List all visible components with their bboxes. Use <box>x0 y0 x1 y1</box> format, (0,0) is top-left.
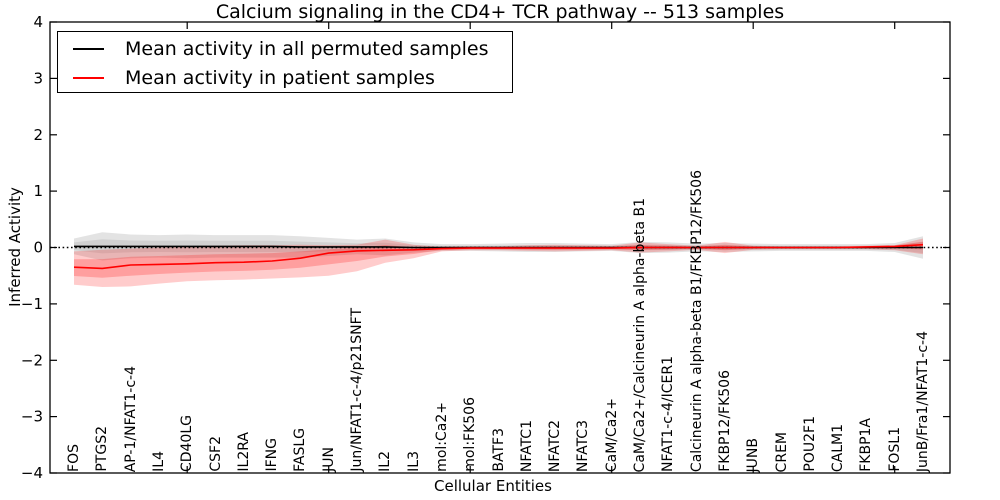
y-tick-label: −3 <box>21 408 43 426</box>
x-category-label: POU2F1 <box>801 416 818 472</box>
legend-line-sample-red <box>73 77 104 79</box>
x-category-label: IL2 <box>377 451 394 472</box>
x-category-label: FKBP12/FK506 <box>716 370 733 472</box>
x-category-label: NFATC2 <box>547 419 564 472</box>
gray-band-inner <box>74 239 923 254</box>
x-category-label: JUNB <box>745 437 762 472</box>
legend-entry-label: Mean activity in all permuted samples <box>125 38 489 60</box>
x-category-label: CSF2 <box>207 436 224 472</box>
y-tick-label: −2 <box>21 351 43 369</box>
x-category-label: FASLG <box>292 428 309 472</box>
x-category-label: Calcineurin A alpha-beta B1/FKBP12/FK506 <box>688 169 705 472</box>
x-category-label: NFATC3 <box>575 419 592 472</box>
x-category-label: FOS <box>66 444 82 472</box>
patient-mean-line <box>73 243 924 270</box>
x-category-label: FOSL1 <box>886 427 903 472</box>
y-tick-label: 3 <box>33 69 43 87</box>
x-category-label: CALM1 <box>830 423 847 472</box>
legend-line-sample-black <box>73 48 104 50</box>
x-category-label: IFNG <box>264 438 281 472</box>
y-tick-label: 2 <box>33 126 43 144</box>
y-tick-label: 1 <box>33 182 43 200</box>
x-category-label: NFAT1-c-4/ICER1 <box>660 356 677 472</box>
x-category-label: CaM/Ca2+ <box>603 397 620 472</box>
chart-title: Calcium signaling in the CD4+ TCR pathwa… <box>215 1 785 23</box>
x-category-label: IL2RA <box>235 432 252 472</box>
x-category-label: IL4 <box>150 451 167 472</box>
x-category-label: PTGS2 <box>94 426 111 472</box>
x-category-label: JUN <box>320 447 337 472</box>
x-axis-label: Cellular Entities <box>434 477 552 495</box>
x-category-label: BATF3 <box>490 428 507 472</box>
y-axis-label: Inferred Activity <box>6 187 24 307</box>
x-category-label: AP-1/NFAT1-c-4 <box>122 365 139 472</box>
y-tick-label: −4 <box>21 464 43 482</box>
x-category-label: CaM/Ca2+/Calcineurin A alpha-beta B1 <box>632 197 648 472</box>
gray-band-outer <box>74 232 923 261</box>
x-category-label: NFATC1 <box>518 419 535 472</box>
legend-entry-label: Mean activity in patient samples <box>125 67 435 89</box>
x-category-label: CREM <box>773 431 790 472</box>
x-category-label: CD40LG <box>179 414 196 472</box>
legend-box: Mean activity in all permuted samples Me… <box>57 31 513 93</box>
y-tick-label: −1 <box>21 295 43 313</box>
legend-entry-patient: Mean activity in patient samples <box>58 63 435 93</box>
x-category-label: JunB/Fra1/NFAT1-c-4 <box>915 330 931 472</box>
legend-entry-permuted: Mean activity in all permuted samples <box>58 34 488 64</box>
x-category-label: mol:FK506 <box>462 397 479 472</box>
x-category-label: IL3 <box>405 451 422 472</box>
y-tick-label: 4 <box>33 13 43 31</box>
y-tick-label: 0 <box>33 239 43 257</box>
x-category-label: Jun/NFAT1-c-4/p21SNFT <box>349 308 365 472</box>
x-category-label: mol:Ca2+ <box>433 402 450 472</box>
red-band-outer <box>74 238 923 287</box>
x-category-label: FKBP1A <box>858 418 875 472</box>
red-band-inner <box>74 241 923 278</box>
